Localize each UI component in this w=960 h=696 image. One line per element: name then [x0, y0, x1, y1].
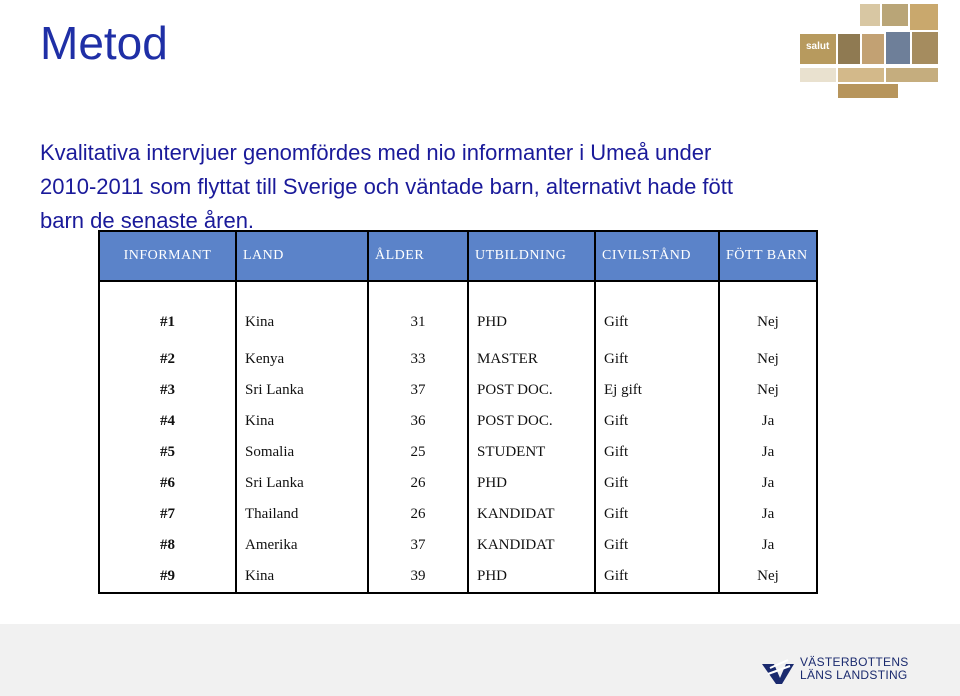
intro-line: Kvalitativa intervjuer genomfördes med n… [40, 140, 712, 165]
cell-land: Kina [235, 281, 369, 344]
column-header-alder: ÅLDER [367, 230, 469, 282]
cell-utbildning: KANDIDAT [467, 530, 596, 561]
column-header-land: LAND [235, 230, 369, 282]
cell-fott-barn: Nej [718, 561, 818, 594]
table-row: #3 Sri Lanka 37 POST DOC. Ej gift Nej [98, 375, 818, 406]
column-header-fott-barn: FÖTT BARN [718, 230, 818, 282]
cell-alder: 36 [367, 406, 469, 437]
cell-civilstand: Gift [594, 561, 720, 594]
intro-line: barn de senaste åren. [40, 208, 255, 233]
column-header-civilstand: CIVILSTÅND [594, 230, 720, 282]
column-header-utbildning: UTBILDNING [467, 230, 596, 282]
cell-land: Kina [235, 406, 369, 437]
cell-civilstand: Gift [594, 530, 720, 561]
cell-fott-barn: Ja [718, 530, 818, 561]
cell-civilstand: Gift [594, 344, 720, 375]
informant-table: INFORMANT LAND ÅLDER UTBILDNING CIVILSTÅ… [98, 230, 818, 594]
cell-utbildning: PHD [467, 561, 596, 594]
logo-line-2: LÄNS LANDSTING [800, 668, 908, 682]
cell-utbildning: POST DOC. [467, 375, 596, 406]
cell-informant: #3 [98, 375, 237, 406]
cell-alder: 26 [367, 499, 469, 530]
footer-bar [0, 624, 960, 696]
cell-informant: #7 [98, 499, 237, 530]
cell-civilstand: Ej gift [594, 375, 720, 406]
cell-fott-barn: Ja [718, 406, 818, 437]
cell-informant: #4 [98, 406, 237, 437]
cell-alder: 33 [367, 344, 469, 375]
cell-land: Thailand [235, 499, 369, 530]
logo-text: VÄSTERBOTTENS LÄNS LANDSTING [800, 656, 909, 682]
table-header-row: INFORMANT LAND ÅLDER UTBILDNING CIVILSTÅ… [98, 230, 818, 282]
cell-land: Somalia [235, 437, 369, 468]
cell-alder: 26 [367, 468, 469, 499]
collage-label: salut [806, 41, 830, 52]
table-row: #1 Kina 31 PHD Gift Nej [98, 281, 818, 344]
cell-fott-barn: Nej [718, 281, 818, 344]
cell-fott-barn: Nej [718, 375, 818, 406]
cell-land: Sri Lanka [235, 375, 369, 406]
table-row: #8 Amerika 37 KANDIDAT Gift Ja [98, 530, 818, 561]
cell-utbildning: PHD [467, 281, 596, 344]
cell-civilstand: Gift [594, 499, 720, 530]
cell-alder: 37 [367, 375, 469, 406]
cell-utbildning: STUDENT [467, 437, 596, 468]
cell-informant: #6 [98, 468, 237, 499]
cell-informant: #2 [98, 344, 237, 375]
cell-fott-barn: Ja [718, 468, 818, 499]
cell-land: Kenya [235, 344, 369, 375]
cell-alder: 39 [367, 561, 469, 594]
cell-informant: #5 [98, 437, 237, 468]
cell-utbildning: POST DOC. [467, 406, 596, 437]
table-row: #9 Kina 39 PHD Gift Nej [98, 561, 818, 594]
intro-line: 2010-2011 som flyttat till Sverige och v… [40, 174, 733, 199]
cell-informant: #9 [98, 561, 237, 594]
cell-alder: 25 [367, 437, 469, 468]
table-row: #7 Thailand 26 KANDIDAT Gift Ja [98, 499, 818, 530]
cell-land: Kina [235, 561, 369, 594]
column-header-informant: INFORMANT [98, 230, 237, 282]
cell-land: Sri Lanka [235, 468, 369, 499]
cell-fott-barn: Ja [718, 499, 818, 530]
cell-civilstand: Gift [594, 437, 720, 468]
cell-alder: 31 [367, 281, 469, 344]
cell-land: Amerika [235, 530, 369, 561]
vasterbottens-logo-icon [762, 659, 794, 684]
salut-collage-image: salut [800, 4, 938, 98]
cell-civilstand: Gift [594, 468, 720, 499]
intro-paragraph: Kvalitativa intervjuer genomfördes med n… [40, 136, 860, 238]
table-row: #4 Kina 36 POST DOC. Gift Ja [98, 406, 818, 437]
cell-alder: 37 [367, 530, 469, 561]
cell-informant: #1 [98, 281, 237, 344]
cell-fott-barn: Nej [718, 344, 818, 375]
table-row: #5 Somalia 25 STUDENT Gift Ja [98, 437, 818, 468]
cell-utbildning: KANDIDAT [467, 499, 596, 530]
cell-informant: #8 [98, 530, 237, 561]
cell-civilstand: Gift [594, 281, 720, 344]
cell-civilstand: Gift [594, 406, 720, 437]
cell-utbildning: MASTER [467, 344, 596, 375]
table-row: #2 Kenya 33 MASTER Gift Nej [98, 344, 818, 375]
cell-fott-barn: Ja [718, 437, 818, 468]
slide-title: Metod [40, 17, 168, 69]
table-row: #6 Sri Lanka 26 PHD Gift Ja [98, 468, 818, 499]
cell-utbildning: PHD [467, 468, 596, 499]
logo-line-1: VÄSTERBOTTENS [800, 655, 909, 669]
